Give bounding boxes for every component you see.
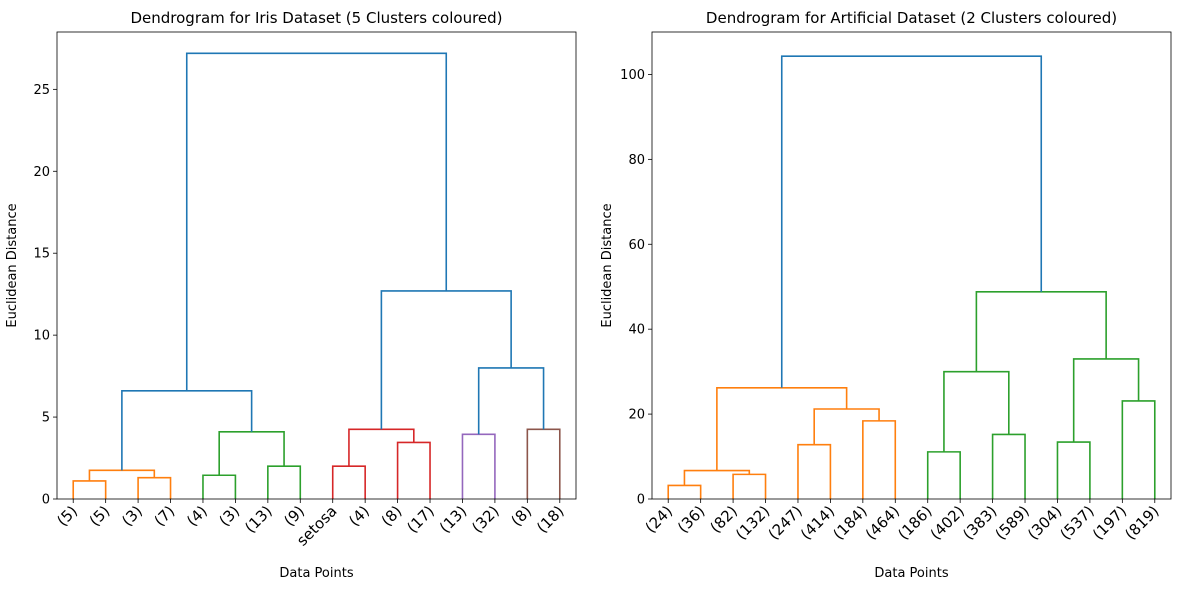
x-axis-label: Data Points [279,566,353,581]
dendrogram-link [732,473,767,499]
dendrogram-link [926,451,961,499]
leaf-label: (8) [378,502,406,530]
leaf-label: (402) [927,502,968,543]
leaf-label: (8) [507,502,535,530]
leaf-label: (3) [215,502,243,530]
dendrogram-link [185,52,448,391]
dendrogram-link [1056,441,1091,499]
leaf-label: (132) [732,502,773,543]
y-axis-label: Euclidean Distance [5,203,20,327]
y-tick-label: 20 [628,408,645,423]
leaf-label: (32) [468,502,503,537]
y-tick-label: 100 [620,68,645,83]
leaf-label: (13) [241,502,276,537]
dendrogram-link [121,390,253,471]
chart-panel-1: Dendrogram for Iris Dataset (5 Clusters … [5,9,577,581]
leaf-label: (13) [436,502,471,537]
dendrogram-link [943,370,1010,452]
leaf-label: (5) [53,502,81,530]
dendrogram-link [461,433,496,499]
dendrogram-link [202,474,237,499]
dendrogram-link [218,431,285,476]
chart-title: Dendrogram for Artificial Dataset (2 Clu… [706,9,1117,27]
chart-panel-2: Dendrogram for Artificial Dataset (2 Clu… [600,9,1172,581]
leaf-label: (184) [829,502,870,543]
chart-title: Dendrogram for Iris Dataset (5 Clusters … [130,9,502,27]
dendrogram-link [396,441,431,499]
leaf-label: (414) [797,502,838,543]
dendrogram-link [797,443,832,499]
dendrogram-link [716,386,848,471]
dendrogram-link [862,420,897,499]
y-tick-label: 40 [628,323,645,338]
plot-frame [56,31,577,500]
y-tick-label: 60 [628,238,645,253]
leaf-label: (17) [403,502,438,537]
leaf-label: (819) [1121,502,1162,543]
dendrogram-link [137,476,172,499]
leaf-label: (304) [1024,502,1065,543]
dendrogram-link [1121,400,1156,499]
leaf-label: (18) [533,502,568,537]
leaf-label: (186) [894,502,935,543]
dendrogram-link [683,469,751,486]
y-axis-label: Euclidean Distance [600,203,615,327]
y-tick-label: 15 [33,247,50,262]
leaf-label: (7) [151,502,179,530]
y-tick-label: 25 [33,83,50,98]
dendrogram-link [780,55,1043,388]
x-axis-label: Data Points [874,566,948,581]
leaf-label: (197) [1089,502,1130,543]
dendrogram-link [991,433,1026,499]
y-tick-label: 10 [33,329,50,344]
leaf-label: (383) [959,502,1000,543]
leaf-label: (36) [674,502,709,537]
y-tick-label: 0 [42,493,50,508]
dendrogram-link [380,290,512,430]
leaf-label: (4) [345,502,373,530]
leaf-label: (5) [86,502,114,530]
leaf-label: (464) [862,502,903,543]
leaf-label: (4) [183,502,211,530]
leaf-label: (3) [118,502,146,530]
dendrogram-link [331,465,366,499]
dendrogram-link [667,484,702,499]
leaf-label: (589) [992,502,1033,543]
dendrogram-link [348,428,415,467]
dendrogram-link [477,367,545,435]
dendrogram-link [813,408,880,445]
dendrogram-link [526,428,561,499]
y-tick-label: 5 [42,411,50,426]
dendrogram-link [267,465,302,499]
leaf-label: (247) [765,502,806,543]
leaf-label: (24) [642,502,677,537]
plot-frame [651,31,1172,500]
y-tick-label: 80 [628,153,645,168]
leaf-label: (537) [1056,502,1097,543]
y-tick-label: 20 [33,165,50,180]
y-tick-label: 0 [637,493,645,508]
dendrogram-link [72,480,107,499]
dendrogram-link [88,469,156,481]
